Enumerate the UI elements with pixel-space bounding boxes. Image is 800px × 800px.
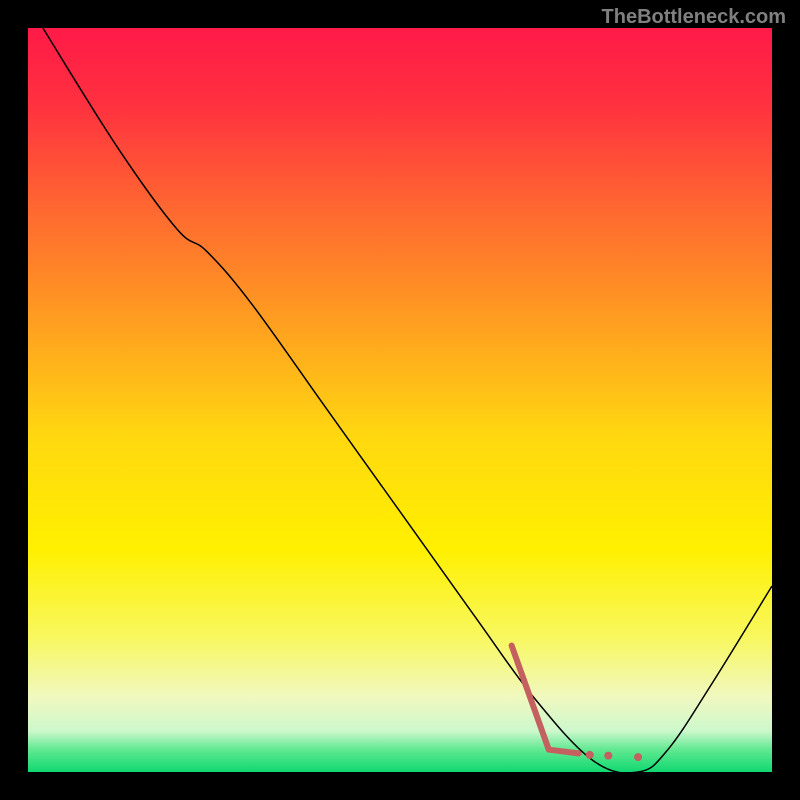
marker-dot — [634, 753, 642, 761]
marker-dot — [586, 751, 594, 759]
chart-area — [28, 28, 772, 772]
watermark-text: TheBottleneck.com — [602, 6, 786, 29]
chart-svg — [28, 28, 772, 772]
gradient-background — [28, 28, 772, 772]
marker-dot — [604, 752, 612, 760]
